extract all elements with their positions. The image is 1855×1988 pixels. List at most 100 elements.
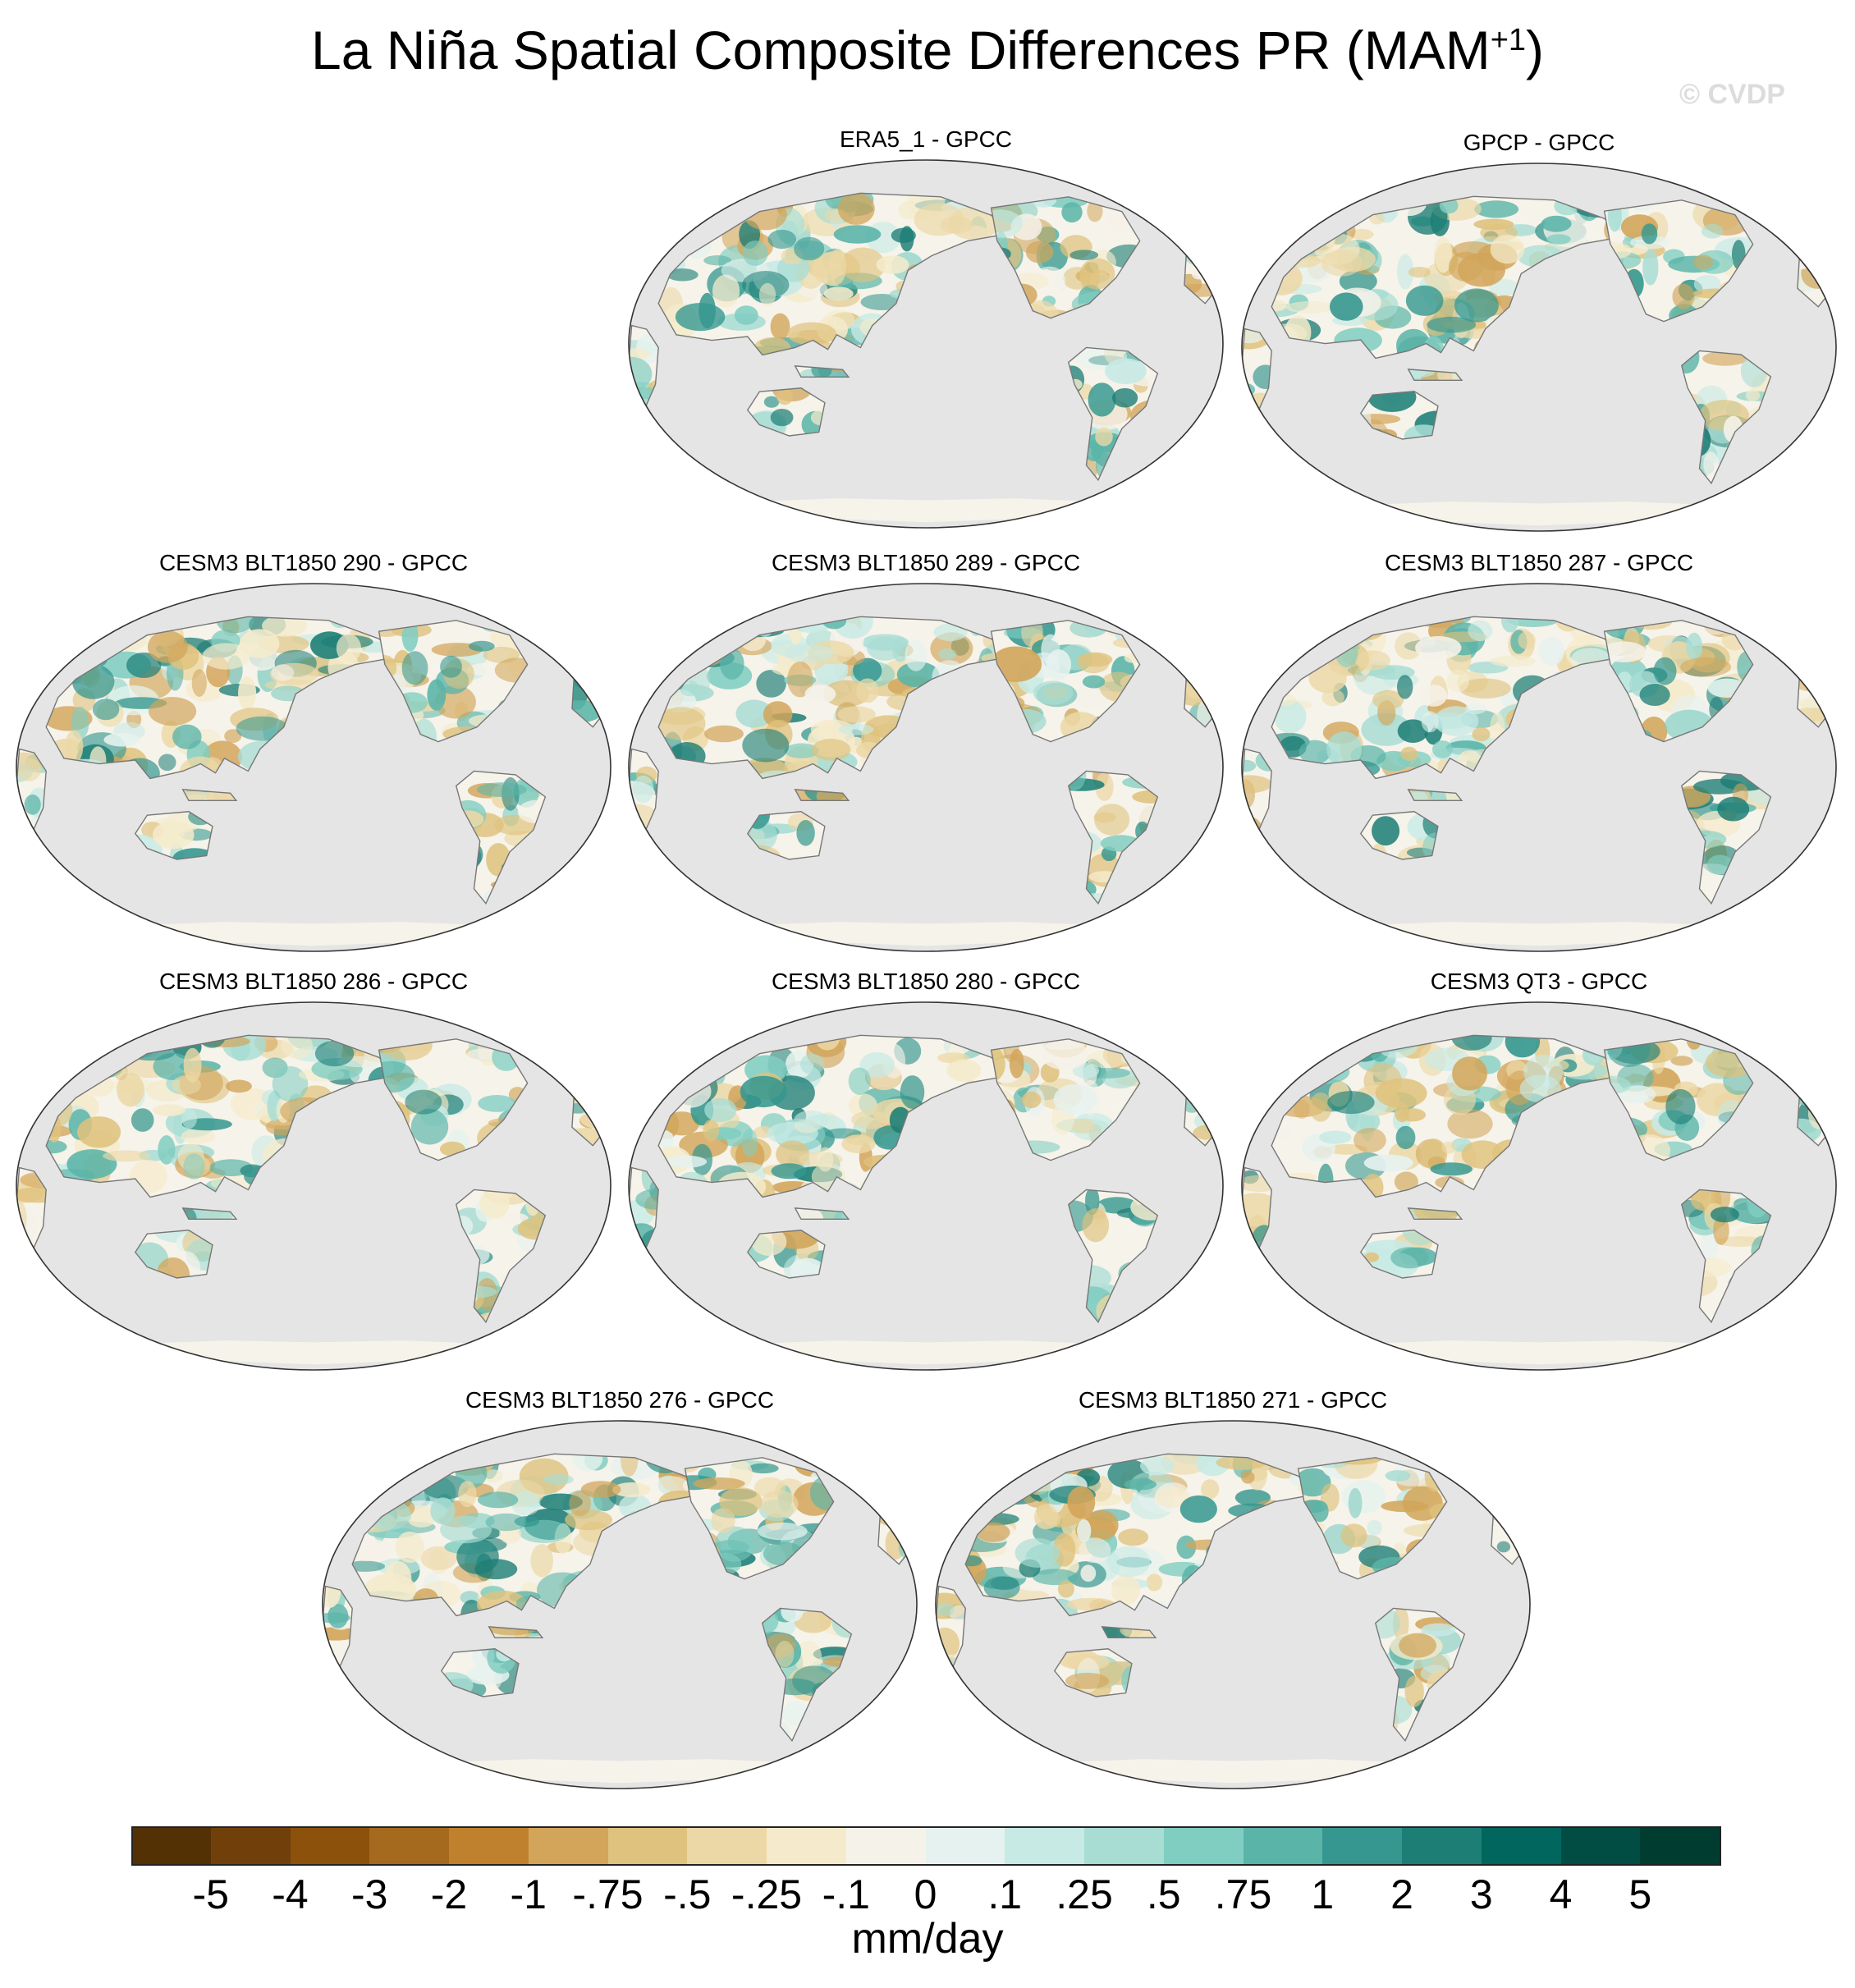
anomaly-patch [1126, 799, 1158, 825]
anomaly-patch [1490, 655, 1536, 667]
anomaly-patch [1372, 816, 1400, 846]
coastline [440, 1648, 520, 1697]
coastline [746, 811, 826, 860]
coastline [1101, 1626, 1157, 1639]
coastline [134, 811, 213, 860]
anomaly-patch [352, 1454, 378, 1464]
anomaly-patch [763, 701, 793, 728]
anomaly-patch [1082, 675, 1106, 689]
anomaly-patch [633, 413, 650, 429]
anomaly-patch [1702, 350, 1747, 366]
anomaly-patch [575, 667, 590, 685]
colorbar-box [449, 1826, 529, 1864]
anomaly-patch [55, 1035, 88, 1059]
coastline [1407, 369, 1463, 382]
anomaly-patch [1140, 1456, 1175, 1476]
colorbar-box [1481, 1826, 1561, 1864]
anomaly-patch [1703, 451, 1720, 478]
land-greenland [1435, 1446, 1477, 1469]
anomaly-patch [1095, 427, 1113, 447]
anomaly-patch [816, 789, 849, 801]
anomaly-patch [1245, 1256, 1261, 1271]
anomaly-patch [1242, 832, 1261, 853]
anomaly-patch [46, 1047, 76, 1074]
map-border [628, 583, 1224, 952]
anomaly-patch [1802, 1075, 1830, 1104]
colorbar-tick-label: .5 [1146, 1871, 1181, 1917]
anomaly-patch [1088, 382, 1116, 417]
anomaly-patch [658, 639, 670, 652]
coastline [794, 789, 850, 802]
coastline [990, 620, 1141, 743]
anomaly-patch [511, 1491, 541, 1516]
anomaly-patch [1321, 249, 1363, 277]
panel-title: CESM3 BLT1850 286 - GPCC [158, 969, 469, 994]
anomaly-patch [1350, 228, 1374, 240]
anomaly-patch [17, 758, 42, 781]
figure-title-superscript: +1 [1490, 23, 1527, 57]
anomaly-patch [747, 818, 777, 854]
anomaly-patch [832, 616, 873, 639]
panel-title: CESM3 BLT1850 289 - GPCC [771, 550, 1081, 575]
anomaly-patch [1441, 1141, 1457, 1154]
figure-title-close: ) [1526, 20, 1544, 80]
anomaly-patch [1405, 285, 1444, 316]
anomaly-patch [977, 1454, 999, 1477]
anomaly-patch [1086, 1050, 1127, 1069]
anomaly-patch [158, 1135, 176, 1165]
land-antarctica [1048, 1759, 1418, 1784]
map-border [1241, 163, 1837, 532]
coastline [990, 1038, 1141, 1161]
anomaly-patch [949, 1605, 966, 1622]
anomaly-patch [1193, 1124, 1217, 1141]
anomaly-patch [405, 1089, 442, 1115]
anomaly-patch [1061, 202, 1083, 223]
anomaly-patch [837, 706, 876, 723]
anomaly-patch [1241, 1471, 1255, 1484]
anomaly-patch [458, 1481, 477, 1508]
colorbar-tick-label: 0 [914, 1871, 937, 1917]
anomaly-patch [1491, 1483, 1518, 1502]
colorbar-box [290, 1826, 370, 1864]
anomaly-patch [840, 247, 886, 283]
coastline [1067, 1189, 1159, 1324]
anomaly-patch [410, 1108, 449, 1145]
map-panel-blt289: CESM3 BLT1850 289 - GPCC [626, 552, 1225, 954]
map-blt290 [16, 583, 611, 952]
anomaly-patch [817, 1147, 834, 1172]
map-panel-blt290: CESM3 BLT1850 290 - GPCC [14, 552, 613, 954]
anomaly-patch [965, 1455, 991, 1475]
land-antarctica [129, 1340, 498, 1365]
coastline [1053, 1648, 1133, 1697]
anomaly-patch [420, 1546, 457, 1570]
anomaly-patch [323, 1612, 350, 1624]
anomaly-patch [719, 1487, 763, 1516]
anomaly-patch [891, 227, 916, 243]
anomaly-patch [92, 699, 120, 721]
anomaly-patch [1280, 616, 1329, 640]
anomaly-patch [796, 820, 815, 846]
colorbar-tick-label: -3 [351, 1871, 388, 1917]
anomaly-patch [837, 193, 875, 226]
anomaly-patch [704, 725, 744, 743]
anomaly-patch [1436, 369, 1462, 381]
anomaly-patch [430, 1497, 456, 1525]
anomaly-patch [1095, 772, 1114, 801]
colorbar-box [1402, 1826, 1482, 1864]
land-greenland [1741, 189, 1783, 212]
coastline [1603, 620, 1754, 743]
anomaly-patch [940, 216, 973, 234]
anomaly-patch [1447, 1109, 1493, 1139]
watermark: © CVDP [1679, 79, 1785, 110]
anomaly-patch [693, 1477, 745, 1490]
anomaly-patch [660, 621, 700, 634]
colorbar-tick-label: 1 [1311, 1871, 1335, 1917]
anomaly-patch [1518, 631, 1536, 650]
anomaly-patch [440, 1515, 492, 1544]
anomaly-patch [543, 1473, 574, 1486]
anomaly-patch [103, 1150, 150, 1162]
anomaly-patch [742, 240, 768, 266]
anomaly-patch [946, 1059, 982, 1082]
coastline [990, 196, 1141, 319]
land-antarctica [435, 1759, 804, 1784]
